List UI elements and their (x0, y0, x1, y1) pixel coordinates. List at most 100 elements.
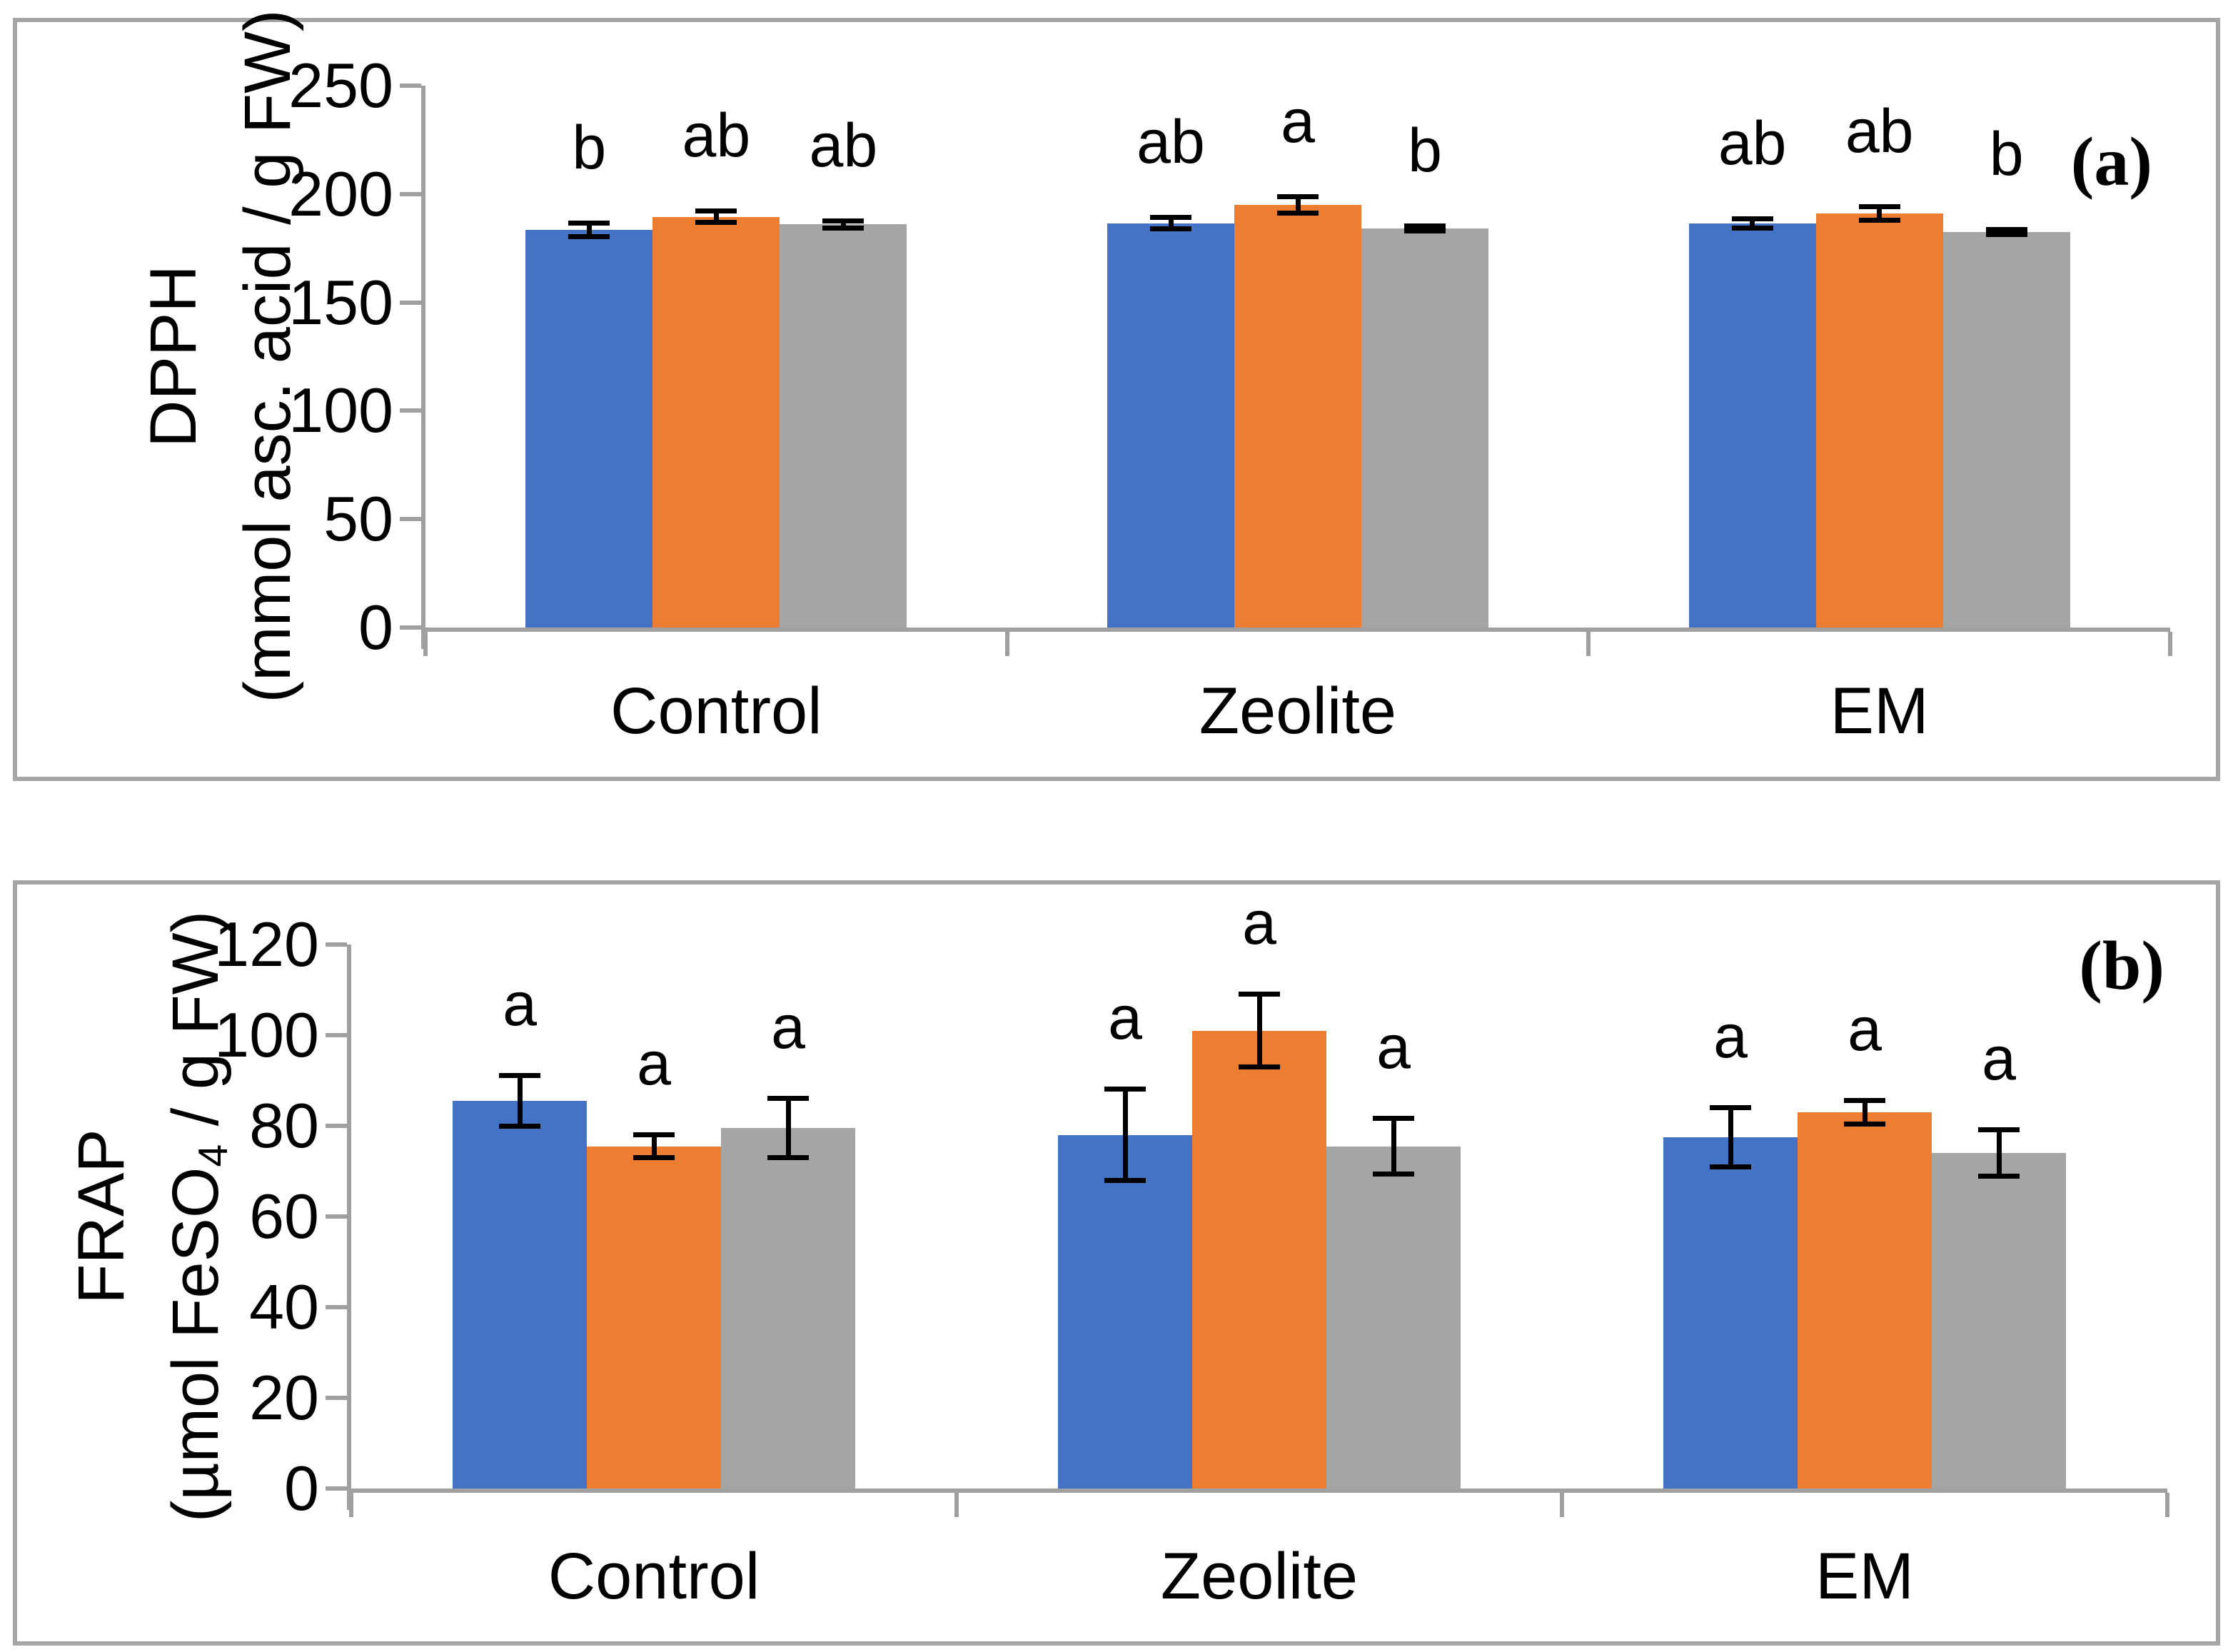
error-bar-line (1862, 1101, 1867, 1124)
error-bar-cap-bottom (499, 1124, 540, 1129)
y-axis-tick (326, 1486, 347, 1491)
y-tick-label: 80 (249, 1090, 319, 1161)
bar-zeolite-gray (1326, 1146, 1461, 1489)
bar-zeolite-gray (1361, 228, 1488, 628)
y-axis-tick (400, 191, 421, 196)
y-axis-tick (400, 517, 421, 522)
bar-control-gray (721, 1128, 855, 1489)
significance-letter-em-blue: a (1713, 1002, 1748, 1071)
error-bar-cap-bottom (1858, 218, 1900, 223)
error-bar-line (1122, 1089, 1128, 1181)
y-axis-tick (400, 408, 421, 413)
error-bar-cap-top (499, 1073, 540, 1079)
error-bar-cap-top (1844, 1098, 1885, 1104)
y-axis-tick (400, 625, 421, 630)
y-axis-tick (400, 300, 421, 305)
error-bar-cap-bottom (1844, 1121, 1885, 1127)
bar-zeolite-orange (1234, 204, 1361, 628)
y-tick-label: 200 (288, 158, 393, 229)
bar-control-blue (453, 1101, 587, 1489)
significance-letter-em-gray: b (1989, 119, 2024, 188)
x-axis-tick (1560, 1493, 1564, 1517)
significance-letter-control-gray: ab (809, 111, 878, 180)
x-axis-tick (349, 1493, 353, 1517)
y-tick-label: 60 (249, 1181, 319, 1251)
bar-em-orange (1798, 1112, 1932, 1489)
error-bar-line (1295, 197, 1301, 213)
error-bar-line (2004, 229, 2010, 234)
error-bar-cap-top (1731, 216, 1773, 221)
error-bar-cap-bottom (822, 225, 865, 231)
significance-letter-control-orange: a (637, 1029, 671, 1098)
x-axis-tick (1004, 632, 1009, 656)
error-bar-cap-bottom (1150, 226, 1191, 232)
error-bar-line (840, 221, 846, 228)
error-bar-cap-bottom (1277, 210, 1319, 216)
significance-letter-zeolite-orange: a (1242, 888, 1276, 957)
bar-control-orange (652, 216, 780, 628)
x-category-label-em: EM (1830, 675, 1929, 747)
error-bar-cap-top (1710, 1104, 1751, 1110)
y-axis-tick (326, 1033, 347, 1037)
y-axis-tick (326, 942, 347, 947)
y-tick-label: 150 (288, 266, 393, 338)
bar-control-blue (525, 229, 653, 628)
error-bar-cap-bottom (1985, 231, 2027, 237)
panel-frap: FRAP (µmol FeSO4 / g FW) 0 20 40 60 80 100 120… (13, 880, 2220, 1646)
error-bar-line (1750, 218, 1755, 228)
y-axis-tick (326, 1396, 347, 1400)
significance-letter-zeolite-blue: ab (1136, 108, 1205, 177)
y-tick-label: 50 (323, 483, 393, 555)
error-bar-cap-top (695, 208, 737, 214)
panel-label-a: (a) (2070, 124, 2152, 201)
error-bar-line (1877, 207, 1882, 221)
significance-letter-control-blue: b (572, 113, 607, 182)
y-tick-label: 40 (249, 1271, 319, 1342)
y-axis-tick (326, 1305, 347, 1309)
x-axis-tick (1586, 632, 1591, 656)
bar-control-orange (587, 1146, 721, 1489)
x-category-label-zeolite: Zeolite (1199, 675, 1397, 747)
error-bar-line (1996, 1130, 2002, 1176)
panel-label-b: (b) (2079, 927, 2164, 1004)
error-bar-cap-top (1150, 215, 1191, 221)
error-bar-cap-bottom (695, 220, 737, 226)
x-category-label-control: Control (548, 1540, 760, 1613)
error-bar-cap-bottom (1710, 1164, 1751, 1170)
error-bar-line (651, 1134, 657, 1158)
bar-zeolite-blue (1058, 1134, 1192, 1489)
error-bar-line (713, 211, 719, 223)
bar-em-blue (1663, 1137, 1798, 1489)
error-bar-cap-top (1985, 226, 2027, 232)
bar-zeolite-orange (1192, 1030, 1326, 1489)
error-bar-cap-top (1239, 991, 1280, 997)
y-axis-line (347, 945, 351, 1510)
error-bar-cap-top (1978, 1127, 2020, 1133)
y-tick-label: 100 (214, 999, 319, 1070)
error-bar-cap-top (1404, 223, 1446, 229)
error-bar-cap-top (767, 1095, 809, 1101)
error-bar-cap-bottom (767, 1155, 809, 1161)
y-tick-label: 250 (288, 50, 393, 121)
x-axis-tick (2165, 1493, 2169, 1517)
y-tick-label: 120 (214, 909, 319, 979)
error-bar-cap-top (633, 1132, 675, 1137)
error-bar-cap-bottom (568, 234, 610, 239)
error-bar-line (1168, 218, 1174, 229)
y-tick-label: 100 (288, 375, 393, 446)
error-bar-cap-bottom (1978, 1173, 2020, 1179)
error-bar-line (1728, 1107, 1733, 1167)
error-bar-cap-bottom (633, 1155, 675, 1161)
y-axis-tick (400, 84, 421, 88)
error-bar-cap-bottom (1731, 225, 1773, 231)
error-bar-cap-top (1373, 1116, 1414, 1122)
significance-letter-control-gray: a (771, 992, 805, 1062)
x-category-label-em: EM (1815, 1540, 1914, 1613)
y-tick-label: 0 (284, 1453, 319, 1523)
significance-letter-em-gray: a (1982, 1024, 2016, 1094)
x-axis-line (347, 1489, 2167, 1493)
error-bar-cap-bottom (1404, 228, 1446, 234)
bar-em-gray (1932, 1153, 2066, 1489)
error-bar-line (785, 1098, 791, 1158)
y-tick-label: 0 (358, 592, 393, 663)
